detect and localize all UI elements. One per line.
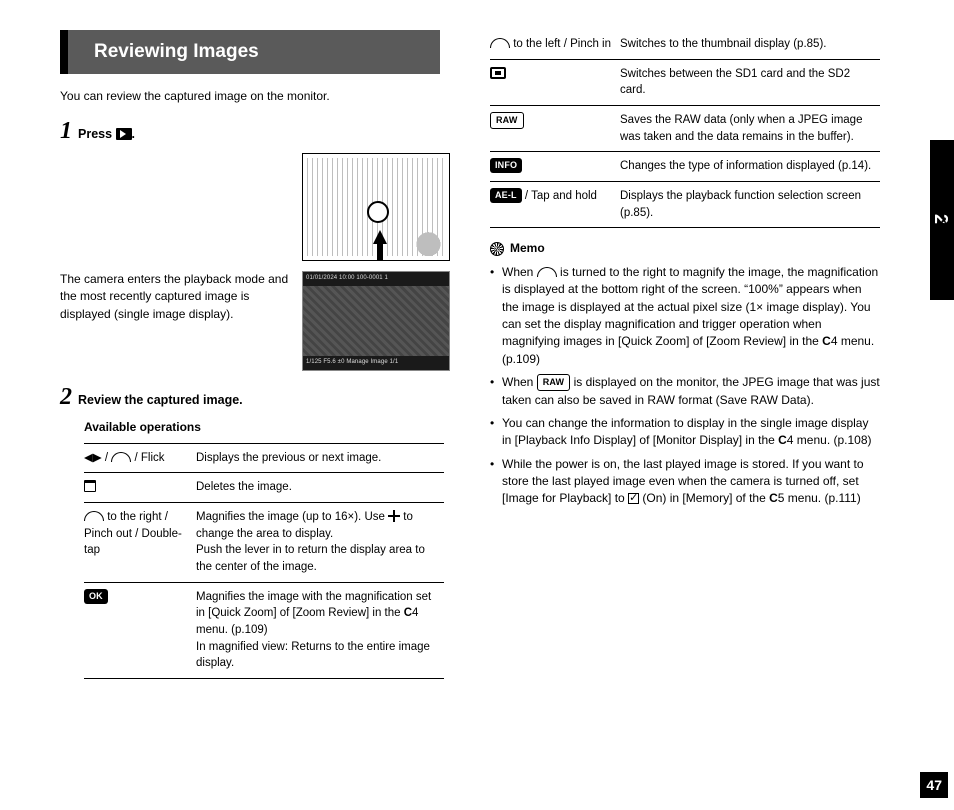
raw-badge: RAW — [490, 112, 524, 129]
camera-illustration — [302, 153, 450, 261]
memo-list: When is turned to the right to magnify t… — [490, 264, 880, 508]
dial-icon — [490, 38, 510, 48]
table-row: Switches between the SD1 card and the SD… — [490, 59, 880, 105]
dial-icon — [111, 452, 131, 462]
table-row: OK Magnifies the image with the magnific… — [84, 582, 444, 678]
dial-icon — [537, 267, 557, 277]
step-1-body: The camera enters the playback mode and … — [60, 271, 290, 371]
check-icon — [628, 493, 639, 504]
table-row: Deletes the image. — [84, 473, 444, 503]
trash-icon — [84, 480, 96, 492]
table-row: AE-L / Tap and hold Displays the playbac… — [490, 182, 880, 228]
step-number: 1 — [60, 119, 72, 143]
table-row: ◀▶ / / Flick Displays the previous or ne… — [84, 443, 444, 473]
card-icon — [490, 67, 506, 79]
operations-title: Available operations — [84, 419, 450, 436]
list-item: When is turned to the right to magnify t… — [490, 264, 880, 368]
table-row: INFO Changes the type of information dis… — [490, 152, 880, 182]
step-2-text: Review the captured image. — [78, 385, 243, 409]
table-row: to the left / Pinch in Switches to the t… — [490, 30, 880, 59]
page-number: 47 — [920, 772, 948, 798]
playback-icon — [116, 128, 132, 140]
lcd-screenshot: 01/01/2024 10:00 100-0001 1 1/125 F5.6 ±… — [302, 271, 450, 371]
intro-text: You can review the captured image on the… — [60, 88, 450, 105]
operations-table-2: to the left / Pinch in Switches to the t… — [490, 30, 880, 228]
table-row: RAW Saves the RAW data (only when a JPEG… — [490, 106, 880, 152]
step-number: 2 — [60, 385, 72, 409]
ael-badge: AE-L — [490, 188, 522, 203]
step-2: 2 Review the captured image. — [60, 385, 450, 409]
list-item: While the power is on, the last played i… — [490, 456, 880, 508]
raw-badge: RAW — [537, 374, 571, 391]
chapter-label: Getting Started — [931, 170, 950, 264]
four-way-icon — [388, 510, 400, 522]
dial-icon — [84, 511, 104, 521]
ok-badge: OK — [84, 589, 108, 604]
section-header: Reviewing Images — [60, 30, 440, 74]
step-1: 1 Press . — [60, 119, 450, 143]
info-badge: INFO — [490, 158, 522, 173]
list-item: You can change the information to displa… — [490, 415, 880, 450]
list-item: When RAW is displayed on the monitor, th… — [490, 374, 880, 409]
step-1-text: Press . — [78, 119, 135, 143]
memo-heading: Memo — [490, 240, 880, 257]
memo-icon — [490, 242, 504, 256]
operations-table-1: ◀▶ / / Flick Displays the previous or ne… — [84, 443, 444, 679]
table-row: to the right / Pinch out / Double-tap Ma… — [84, 502, 444, 582]
